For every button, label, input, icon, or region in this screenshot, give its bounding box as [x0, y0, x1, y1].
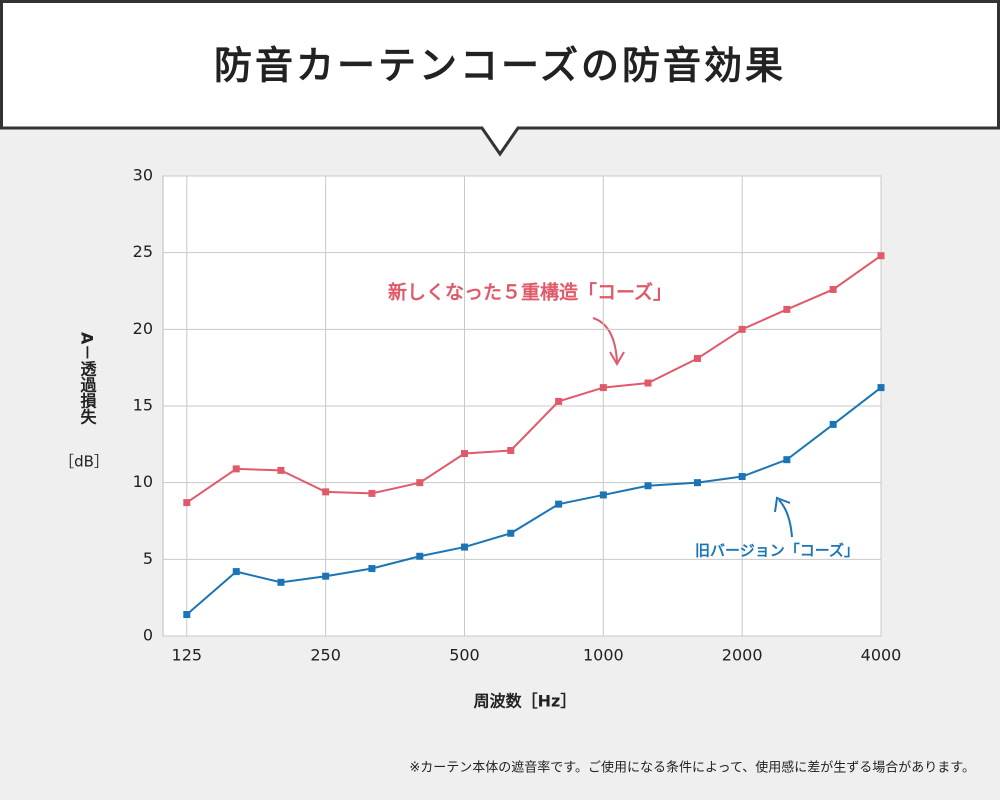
- data-point: [599, 491, 607, 499]
- data-point: [599, 384, 607, 392]
- data-point: [693, 479, 701, 487]
- title-banner: [0, 0, 1000, 157]
- data-point: [783, 456, 791, 464]
- data-point: [460, 450, 468, 458]
- data-point: [507, 446, 515, 454]
- series-label: 旧バージョン「コーズ」: [695, 542, 859, 560]
- data-point: [460, 543, 468, 551]
- y-tick-label: 5: [143, 549, 153, 568]
- data-point: [644, 379, 652, 387]
- x-tick-label: 125: [172, 646, 203, 665]
- y-tick-label: 30: [133, 166, 153, 185]
- data-point: [829, 285, 837, 293]
- data-point: [322, 572, 330, 580]
- annotation-arrow: [592, 317, 618, 363]
- y-axis-label: A－透過損失: [78, 332, 98, 425]
- x-tick-label: 250: [310, 646, 341, 665]
- footnote: ※カーテン本体の遮音率です。ご使用になる条件によって、使用感に差が生ずる場合があ…: [409, 760, 975, 776]
- data-point: [416, 479, 424, 487]
- x-tick-label: 500: [449, 646, 480, 665]
- x-tick-label: 2000: [722, 646, 763, 665]
- y-tick-label: 10: [133, 472, 153, 491]
- data-point: [322, 488, 330, 496]
- series-label: 新しくなった５重構造「コーズ」: [388, 281, 672, 304]
- data-point: [738, 325, 746, 333]
- data-point: [277, 466, 285, 474]
- y-tick-label: 15: [133, 396, 153, 415]
- x-tick-label: 1000: [583, 646, 624, 665]
- series-line: [186, 254, 882, 504]
- data-point: [183, 611, 191, 619]
- y-tick-label: 20: [133, 319, 153, 338]
- data-point: [416, 552, 424, 560]
- x-tick-label: 4000: [861, 646, 902, 665]
- data-point: [877, 384, 885, 392]
- annotation-arrowhead: [774, 496, 791, 513]
- data-point: [555, 500, 563, 508]
- data-point: [368, 565, 376, 573]
- data-point: [368, 489, 376, 497]
- data-point: [644, 482, 652, 490]
- data-point: [877, 252, 885, 260]
- annotation-arrowhead: [609, 351, 625, 366]
- data-point: [232, 465, 240, 473]
- data-point: [783, 305, 791, 313]
- y-tick-label: 25: [133, 242, 153, 261]
- data-point: [277, 578, 285, 586]
- data-point: [693, 354, 701, 362]
- data-point: [555, 397, 563, 405]
- x-axis-label: 周波数［Hz］: [474, 692, 577, 711]
- data-point: [183, 499, 191, 507]
- series-line: [186, 386, 882, 616]
- data-point: [829, 420, 837, 428]
- y-tick-label: 0: [143, 626, 153, 645]
- annotation-arrow: [778, 499, 793, 538]
- chart-title: 防音カーテンコーズの防音効果: [214, 44, 786, 88]
- data-point: [738, 473, 746, 481]
- y-axis-unit: ［dB］: [59, 453, 109, 471]
- data-point: [232, 568, 240, 576]
- data-point: [507, 529, 515, 537]
